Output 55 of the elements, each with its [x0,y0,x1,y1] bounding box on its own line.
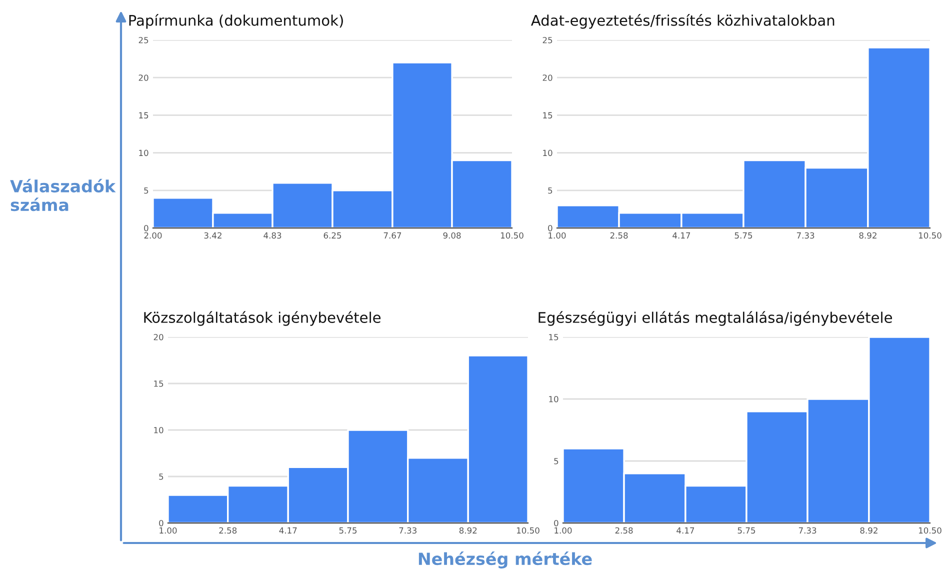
y-tick-label: 20 [154,334,164,340]
x-tick-label: 10.50 [918,527,942,534]
x-tick-label: 5.75 [339,527,357,534]
x-tick-label: 4.17 [672,232,690,238]
y-tick-label: 0 [159,520,164,526]
y-tick-label: 0 [554,520,558,526]
y-tick-label: 5 [548,187,552,194]
x-tick-label: 10.50 [500,232,524,239]
x-tick-label: 9.08 [443,232,461,239]
x-tick-label: 4.17 [279,527,297,534]
x-tick-label: 7.33 [798,527,816,534]
x-tick-label: 8.92 [459,527,477,534]
x-tick-label: 1.00 [160,527,177,534]
y-tick-label: 20 [542,74,552,81]
x-tick-label: 1.00 [554,527,572,534]
y-tick-label: 10 [154,426,164,434]
x-tick-label: 4.17 [676,527,694,534]
x-tick-label: 2.58 [610,232,628,239]
y-tick-label: 10 [549,396,558,402]
x-tick-label: 2.58 [219,527,237,534]
y-tick-label: 5 [554,458,558,464]
x-tick-label: 10.50 [516,527,540,534]
y-tick-label: 25 [138,36,148,44]
y-tick-label: 10 [543,150,552,156]
y-tick-label: 15 [139,112,148,118]
x-tick-label: 8.92 [860,527,878,534]
x-tick-label: 10.50 [918,232,942,239]
chart-title: Adat-egyeztetés/frissítés közhivatalokban [531,14,834,29]
x-tick-label: 6.25 [324,232,342,239]
x-tick-label: 1.00 [548,232,566,239]
y-tick-label: 5 [144,187,148,194]
chart-title: Egészségügyi ellátás megtalálása/igénybevétele [538,311,892,326]
x-tick-label: 7.33 [399,527,416,534]
x-tick-label: 2.58 [615,527,633,534]
x-tick-label: 3.42 [204,232,222,239]
y-tick-label: 5 [159,474,164,480]
x-tick-label: 4.83 [264,232,282,239]
chart-title: Papírmunka (dokumentumok) [129,14,343,29]
y-tick-label: 10 [139,150,148,156]
x-tick-label: 2.00 [144,232,162,239]
y-tick-label: 25 [542,36,552,44]
x-axis-title: Nehézség mértéke [418,552,592,568]
y-tick-label: 20 [138,74,148,81]
x-tick-label: 7.67 [384,232,402,239]
y-axis-title: Válaszadók száma [10,178,116,212]
x-tick-label: 5.75 [734,232,752,239]
x-tick-label: 8.92 [859,232,876,239]
x-tick-label: 5.75 [738,527,756,534]
chart-title: Közszolgáltatások igénybevétele [144,311,381,326]
y-tick-label: 15 [154,380,164,387]
x-tick-label: 7.33 [796,232,814,239]
y-tick-label: 0 [144,224,148,232]
y-tick-label: 15 [543,112,552,118]
y-tick-label: 0 [548,224,552,232]
y-tick-label: 15 [549,334,558,340]
